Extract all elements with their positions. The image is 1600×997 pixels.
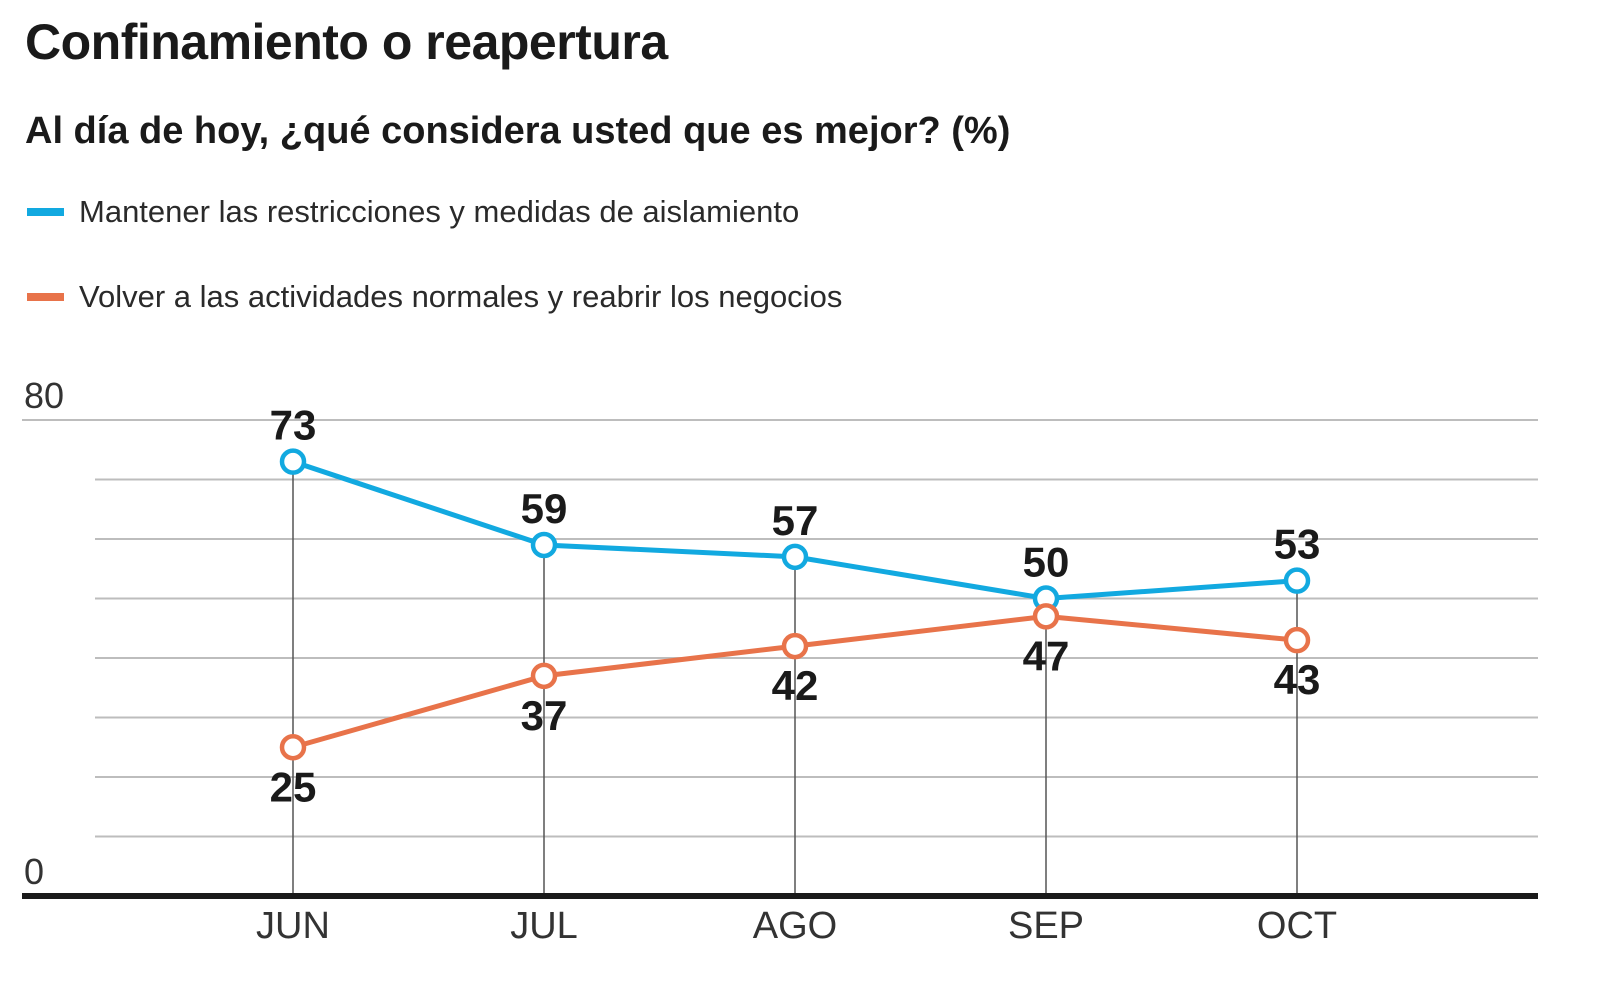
chart-subtitle: Al día de hoy, ¿qué considera usted que …: [25, 110, 1011, 152]
data-label: 42: [772, 662, 819, 709]
data-point: [279, 448, 307, 475]
legend-item-reapertura: Volver a las actividades normales y reab…: [27, 277, 842, 317]
data-point: [530, 662, 558, 690]
legend-label-restricciones: Mantener las restricciones y medidas de …: [79, 194, 800, 229]
x-tick-label: SEP: [1008, 905, 1084, 947]
data-point: [530, 531, 558, 559]
chart-title: Confinamiento o reapertura: [25, 14, 668, 70]
legend-item-restricciones: Mantener las restricciones y medidas de …: [27, 192, 799, 232]
data-point: [1283, 567, 1311, 594]
y-tick-label: 80: [24, 375, 64, 416]
data-point: [781, 543, 809, 571]
data-point: [279, 734, 307, 761]
x-tick-label: JUN: [256, 905, 330, 947]
data-label: 37: [521, 692, 568, 739]
x-tick-label: AGO: [753, 905, 837, 947]
y-tick-label: 0: [24, 851, 44, 892]
x-tick-label: OCT: [1257, 905, 1337, 947]
data-label: 53: [1274, 521, 1321, 568]
data-label: 57: [772, 497, 819, 544]
data-point: [1283, 626, 1311, 654]
data-label: 59: [521, 485, 568, 532]
x-tick-label: JUL: [510, 905, 578, 947]
data-label: 47: [1023, 632, 1070, 679]
data-point: [1032, 603, 1060, 630]
legend-label-reapertura: Volver a las actividades normales y reab…: [79, 279, 843, 314]
legend-swatch-restricciones: [27, 208, 64, 216]
data-label: 73: [270, 402, 317, 449]
legend-swatch-reapertura: [27, 293, 64, 301]
data-label: 50: [1023, 539, 1070, 586]
data-label: 43: [1274, 656, 1321, 703]
data-point: [781, 632, 809, 660]
data-label: 25: [270, 763, 317, 810]
